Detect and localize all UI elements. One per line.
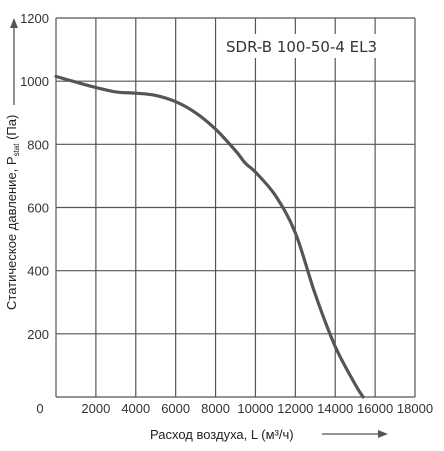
y-axis-label-main: Статическое давление, P (4, 156, 19, 310)
y-tick-label: 800 (27, 137, 49, 152)
y-tick-label: 400 (27, 264, 49, 279)
x-axis-label: Расход воздуха, L (м³/ч) (150, 427, 294, 442)
y-tick-label: 600 (27, 201, 49, 216)
x-tick-label: 2000 (81, 401, 110, 416)
y-axis-label-unit: (Па) (4, 115, 19, 144)
y-tick-label: 200 (27, 327, 49, 342)
x-tick-label: 12000 (277, 401, 313, 416)
x-tick-label: 6000 (161, 401, 190, 416)
grid (55, 17, 416, 398)
x-tick-label: 8000 (201, 401, 230, 416)
x-tick-label: 4000 (121, 401, 150, 416)
y-axis-label-sub: stat (12, 143, 21, 157)
origin-tick-label: 0 (36, 401, 43, 416)
y-axis-arrow (10, 18, 18, 105)
x-tick-label: 10000 (237, 401, 273, 416)
model-label-box (222, 34, 392, 58)
x-tick-label: 18000 (397, 401, 433, 416)
tick-labels: 0 2000 4000 6000 8000 10000 12000 14000 16000 180… (20, 11, 433, 416)
curve-layer (54, 74, 365, 399)
y-tick-label: 1000 (20, 74, 49, 89)
x-tick-label: 14000 (317, 401, 353, 416)
y-axis-label: Статическое давление, Pstat (Па) (4, 115, 21, 310)
y-tick-label: 1200 (20, 11, 49, 26)
model-label: SDR-B 100-50-4 EL3 (226, 38, 377, 56)
performance-curve (54, 74, 365, 399)
x-axis-arrow (322, 430, 388, 438)
x-tick-label: 16000 (357, 401, 393, 416)
